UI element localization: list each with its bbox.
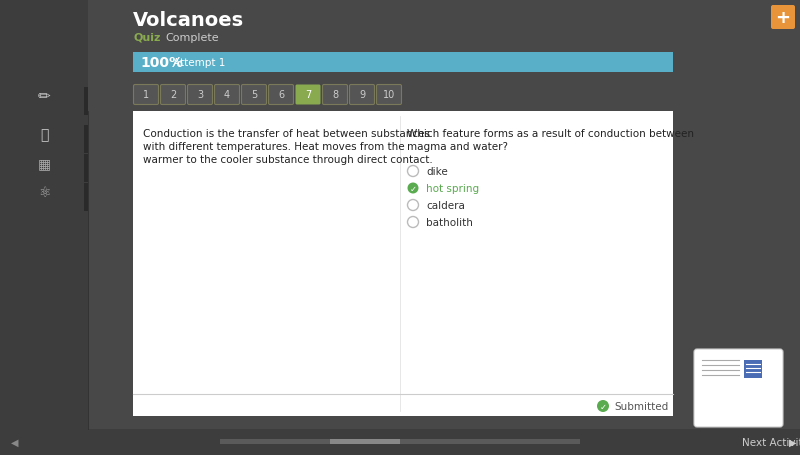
FancyBboxPatch shape [0,429,800,455]
Text: 100%: 100% [140,56,183,70]
FancyBboxPatch shape [220,439,580,444]
Text: Next Activity: Next Activity [742,437,800,447]
FancyBboxPatch shape [214,86,239,105]
FancyBboxPatch shape [744,360,762,378]
Text: 4: 4 [224,90,230,100]
Text: 9: 9 [359,90,365,100]
Text: 7: 7 [305,90,311,100]
Text: magma and water?: magma and water? [407,142,508,152]
FancyBboxPatch shape [330,439,400,444]
Text: 6: 6 [278,90,284,100]
Text: 🎧: 🎧 [40,128,48,142]
FancyBboxPatch shape [187,86,213,105]
Circle shape [407,217,418,228]
Text: ✓: ✓ [410,184,417,193]
Text: 10: 10 [383,90,395,100]
Text: 2: 2 [170,90,176,100]
Text: caldera: caldera [426,201,465,211]
Text: 8: 8 [332,90,338,100]
Text: ▶: ▶ [790,437,797,447]
FancyBboxPatch shape [377,86,402,105]
FancyBboxPatch shape [694,349,783,427]
FancyBboxPatch shape [322,86,347,105]
Text: ▦: ▦ [38,157,50,171]
Circle shape [407,200,418,211]
FancyBboxPatch shape [0,0,88,455]
FancyBboxPatch shape [242,86,266,105]
FancyBboxPatch shape [134,86,158,105]
FancyBboxPatch shape [295,86,321,105]
Text: with different temperatures. Heat moves from the: with different temperatures. Heat moves … [143,142,405,152]
FancyBboxPatch shape [84,126,88,154]
Text: dike: dike [426,167,448,177]
Text: batholith: batholith [426,217,473,228]
Text: 1: 1 [143,90,149,100]
Circle shape [407,183,418,194]
Circle shape [597,400,609,412]
FancyBboxPatch shape [133,53,673,73]
Text: ✓: ✓ [599,402,606,410]
Text: ◀: ◀ [11,437,18,447]
Text: Volcanoes: Volcanoes [133,10,244,30]
Text: hot spring: hot spring [426,184,479,193]
Text: warmer to the cooler substance through direct contact.: warmer to the cooler substance through d… [143,155,433,165]
Circle shape [407,166,418,177]
FancyBboxPatch shape [350,86,374,105]
Text: Which feature forms as a result of conduction between: Which feature forms as a result of condu… [407,129,694,139]
Text: Conduction is the transfer of heat between substances: Conduction is the transfer of heat betwe… [143,129,430,139]
FancyBboxPatch shape [133,112,673,416]
FancyBboxPatch shape [161,86,186,105]
Text: ⚛: ⚛ [38,186,50,200]
Text: Quiz: Quiz [133,33,160,43]
Text: ✏: ✏ [38,89,50,104]
FancyBboxPatch shape [84,88,88,116]
FancyBboxPatch shape [771,6,795,30]
Text: 3: 3 [197,90,203,100]
Text: 5: 5 [251,90,257,100]
FancyBboxPatch shape [84,184,88,212]
FancyBboxPatch shape [84,155,88,182]
Text: +: + [775,9,790,27]
FancyBboxPatch shape [269,86,294,105]
Text: Attempt 1: Attempt 1 [173,58,226,68]
Text: Submitted: Submitted [614,401,668,411]
Text: Complete: Complete [165,33,218,43]
